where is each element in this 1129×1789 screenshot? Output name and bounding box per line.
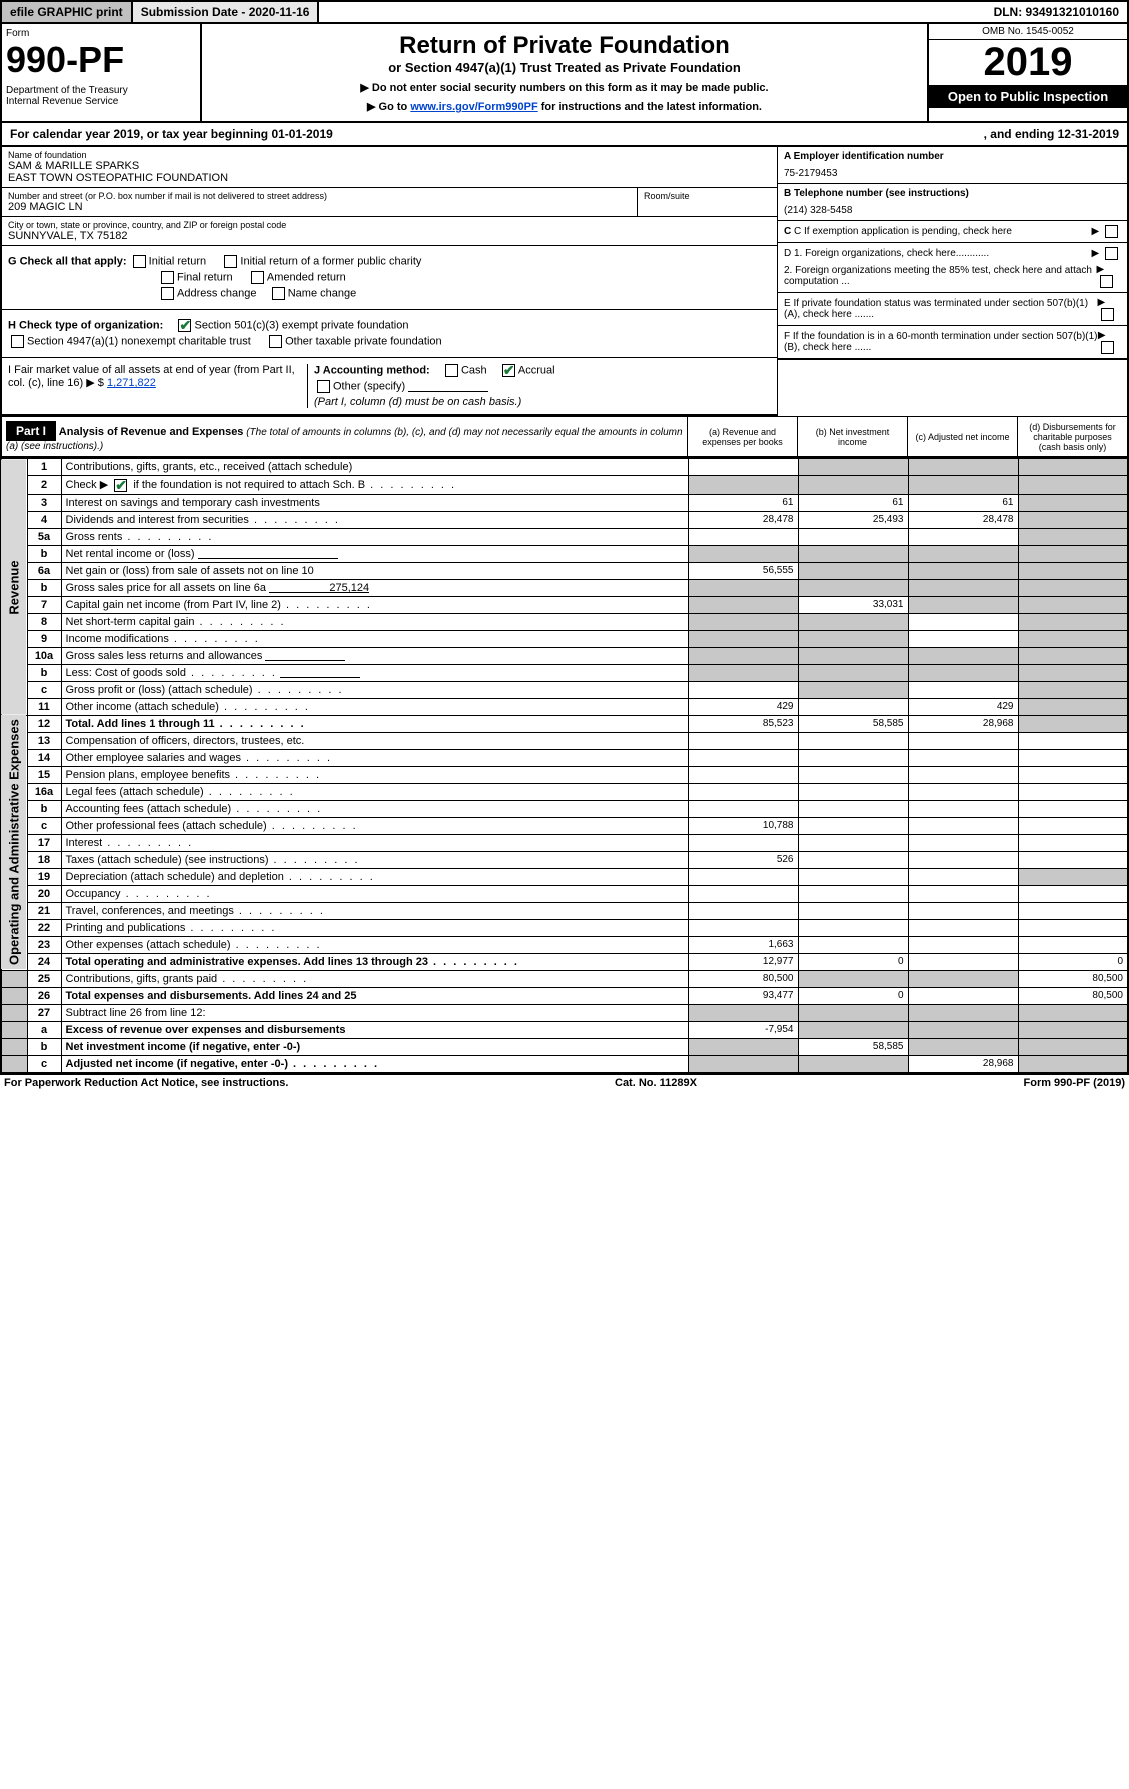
fmv-link[interactable]: 1,271,822 <box>107 377 156 389</box>
footer-right: Form 990-PF (2019) <box>1024 1077 1125 1089</box>
form-title: Return of Private Foundation <box>210 32 919 60</box>
city-cell: City or town, state or province, country… <box>2 217 777 246</box>
telephone-cell: B Telephone number (see instructions) (2… <box>778 184 1127 221</box>
foreign-85-checkbox[interactable] <box>1100 275 1113 288</box>
form-word: Form <box>6 28 196 39</box>
part1-table: Revenue 1Contributions, gifts, grants, e… <box>0 458 1129 1074</box>
expenses-label: Operating and Administrative Expenses <box>1 715 27 970</box>
schb-checkbox[interactable] <box>114 479 127 492</box>
4947-checkbox[interactable] <box>11 335 24 348</box>
60-month-checkbox[interactable] <box>1101 341 1114 354</box>
top-bar: efile GRAPHIC print Submission Date - 20… <box>0 0 1129 24</box>
section-d: D 1. Foreign organizations, check here..… <box>778 243 1127 293</box>
form-note-1: ▶ Do not enter social security numbers o… <box>210 81 919 94</box>
submission-date: Submission Date - 2020-11-16 <box>133 2 320 22</box>
dept-label: Department of the Treasury Internal Reve… <box>6 85 196 107</box>
ein-cell: A Employer identification number 75-2179… <box>778 147 1127 184</box>
accrual-checkbox[interactable] <box>502 364 515 377</box>
footer-left: For Paperwork Reduction Act Notice, see … <box>4 1077 288 1089</box>
section-g: G Check all that apply: Initial return I… <box>2 246 777 310</box>
info-grid: Name of foundation SAM & MARILLE SPARKS … <box>0 147 1129 416</box>
address-change-checkbox[interactable] <box>161 287 174 300</box>
col-b-header: (b) Net investment income <box>797 417 907 456</box>
room-cell: Room/suite <box>637 188 777 217</box>
form-id-block: Form 990-PF Department of the Treasury I… <box>2 24 202 121</box>
calendar-year-row: For calendar year 2019, or tax year begi… <box>0 123 1129 147</box>
foreign-org-checkbox[interactable] <box>1105 247 1118 260</box>
part1-label: Part I <box>6 421 56 441</box>
form-link[interactable]: www.irs.gov/Form990PF <box>410 101 537 113</box>
efile-label: efile GRAPHIC print <box>2 2 133 22</box>
501c3-checkbox[interactable] <box>178 319 191 332</box>
section-f: F If the foundation is in a 60-month ter… <box>778 326 1127 360</box>
section-h: H Check type of organization: Section 50… <box>2 310 777 358</box>
form-header: Form 990-PF Department of the Treasury I… <box>0 24 1129 123</box>
initial-return-checkbox[interactable] <box>133 255 146 268</box>
status-terminated-checkbox[interactable] <box>1101 308 1114 321</box>
footer-mid: Cat. No. 11289X <box>615 1077 697 1089</box>
form-title-block: Return of Private Foundation or Section … <box>202 24 927 121</box>
revenue-label: Revenue <box>1 459 27 716</box>
section-e: E If private foundation status was termi… <box>778 293 1127 326</box>
tax-year: 2019 <box>929 40 1127 85</box>
amended-return-checkbox[interactable] <box>251 271 264 284</box>
other-taxable-checkbox[interactable] <box>269 335 282 348</box>
section-c: C C If exemption application is pending,… <box>778 221 1127 243</box>
form-number: 990-PF <box>6 39 196 81</box>
col-c-header: (c) Adjusted net income <box>907 417 1017 456</box>
initial-former-checkbox[interactable] <box>224 255 237 268</box>
exemption-pending-checkbox[interactable] <box>1105 225 1118 238</box>
name-change-checkbox[interactable] <box>272 287 285 300</box>
form-subtitle: or Section 4947(a)(1) Trust Treated as P… <box>210 60 919 75</box>
page-footer: For Paperwork Reduction Act Notice, see … <box>0 1074 1129 1091</box>
cash-checkbox[interactable] <box>445 364 458 377</box>
foundation-name-cell: Name of foundation SAM & MARILLE SPARKS … <box>2 147 777 188</box>
open-public-label: Open to Public Inspection <box>929 85 1127 108</box>
form-note-2: ▶ Go to www.irs.gov/Form990PF for instru… <box>210 100 919 113</box>
form-year-block: OMB No. 1545-0052 2019 Open to Public In… <box>927 24 1127 121</box>
final-return-checkbox[interactable] <box>161 271 174 284</box>
omb-number: OMB No. 1545-0052 <box>929 24 1127 40</box>
dln-label: DLN: 93491321010160 <box>986 2 1127 22</box>
col-d-header: (d) Disbursements for charitable purpose… <box>1017 417 1127 456</box>
address-cell: Number and street (or P.O. box number if… <box>2 188 637 217</box>
section-ij: I Fair market value of all assets at end… <box>2 358 777 416</box>
other-method-checkbox[interactable] <box>317 380 330 393</box>
part1-header-row: Part I Analysis of Revenue and Expenses … <box>0 416 1129 458</box>
col-a-header: (a) Revenue and expenses per books <box>687 417 797 456</box>
